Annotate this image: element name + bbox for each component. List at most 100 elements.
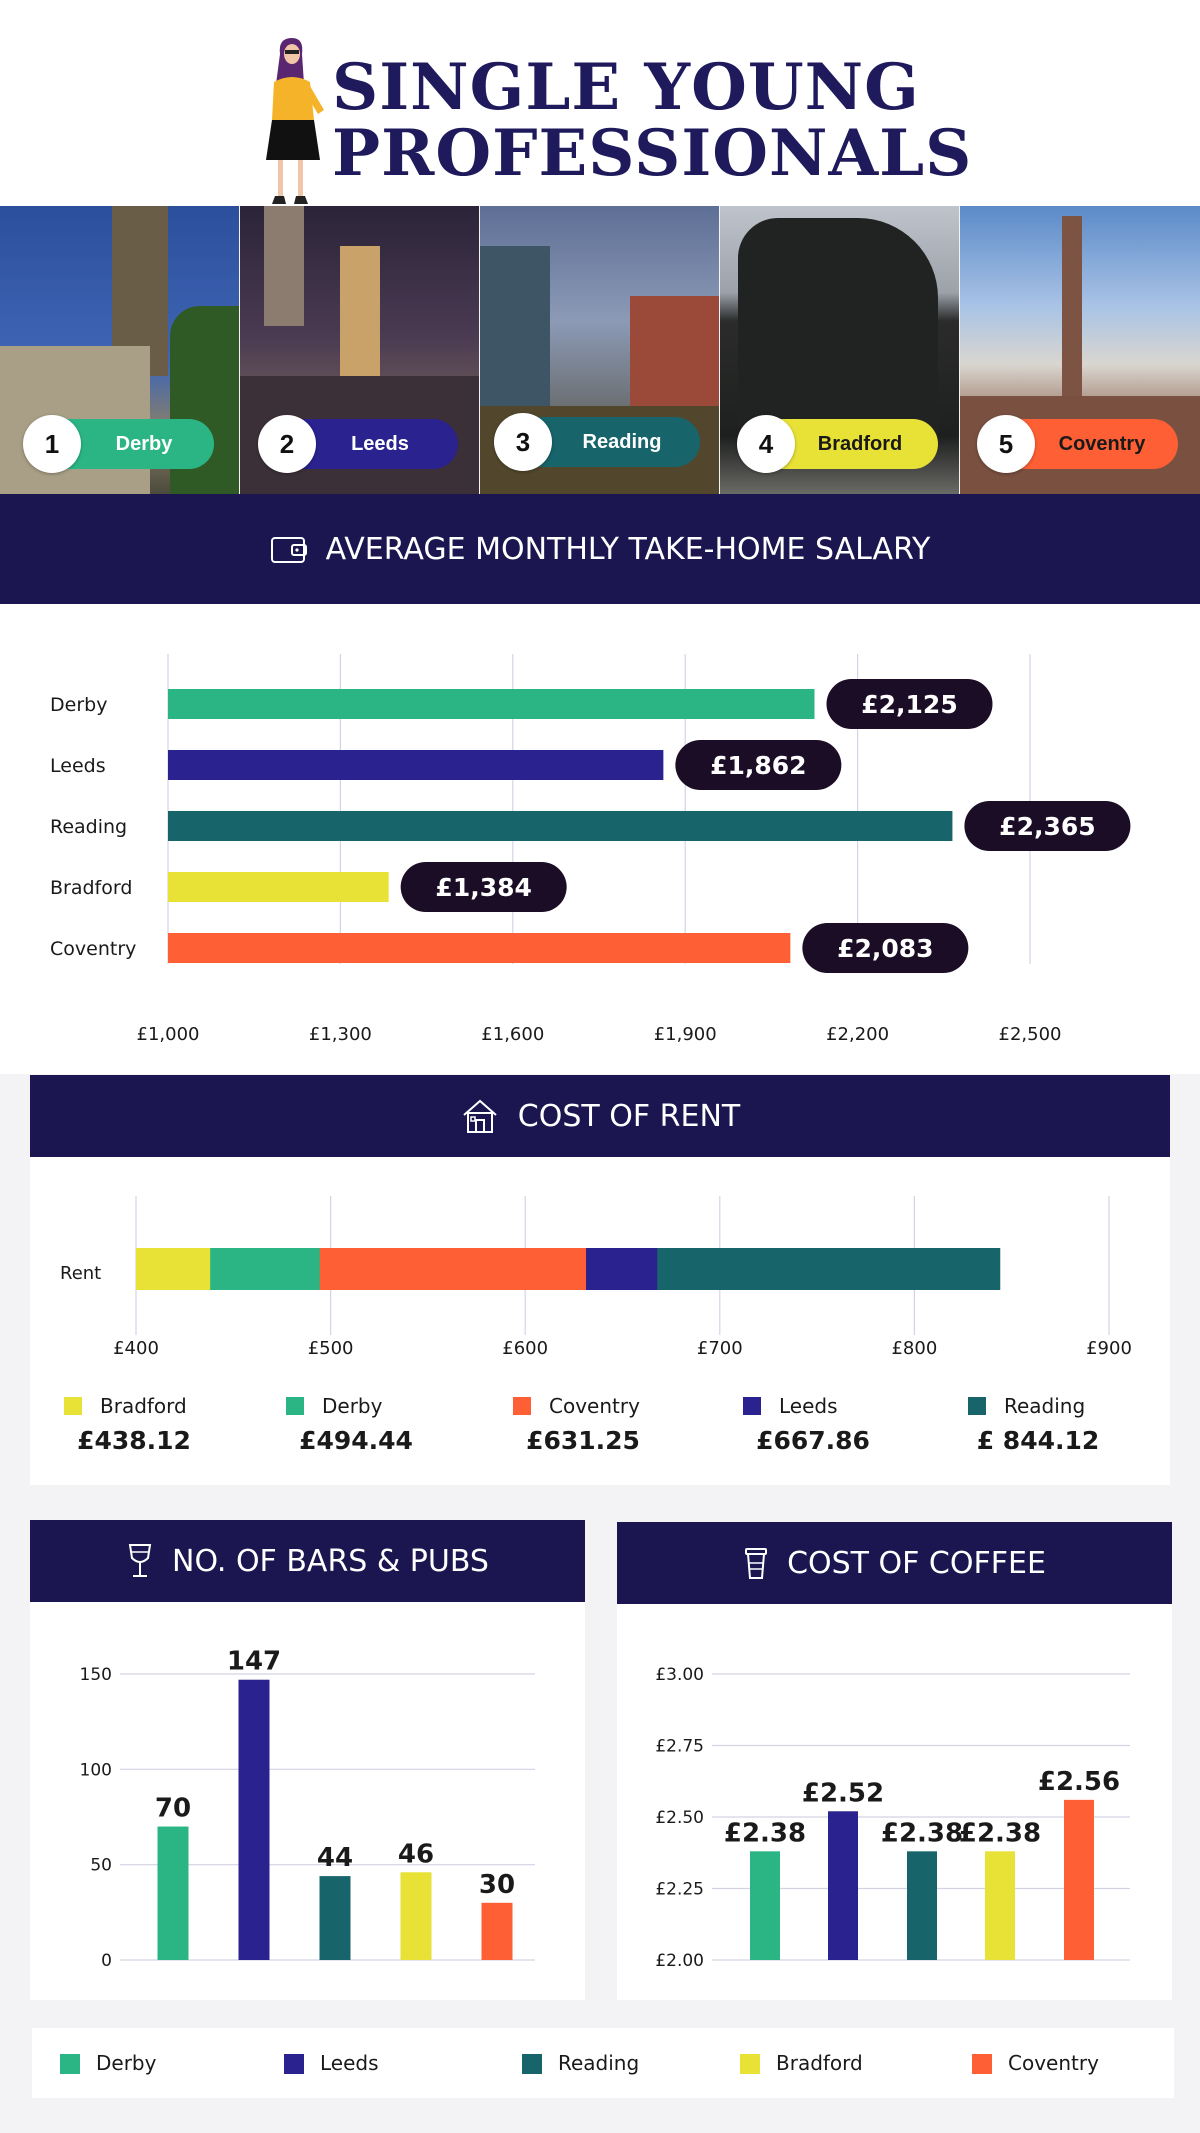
x-tick-label: £800 xyxy=(891,1338,937,1359)
y-tick-label: 100 xyxy=(80,1760,112,1780)
title-line-2: PROFESSIONALS xyxy=(332,116,973,191)
rent-section-title: COST OF RENT xyxy=(517,1098,741,1134)
legend-value: £494.44 xyxy=(299,1426,413,1455)
legend-swatch xyxy=(972,2054,992,2074)
category-label: Coventry xyxy=(50,938,136,960)
hero-header: SINGLE YOUNG PROFESSIONALS xyxy=(0,0,1200,206)
value-label: £2,083 xyxy=(837,934,933,963)
data-label: £2.52 xyxy=(802,1778,884,1808)
data-label: £2.56 xyxy=(1038,1767,1120,1797)
city-name: Derby xyxy=(115,432,173,455)
rank-badge: 5 xyxy=(977,415,1035,473)
rank-badge: 3 xyxy=(494,413,552,471)
legend-value: £438.12 xyxy=(77,1426,191,1455)
title-line-1: SINGLE YOUNG xyxy=(332,50,920,125)
y-tick-label: £2.50 xyxy=(655,1808,704,1828)
bars-section-title: NO. OF BARS & PUBS xyxy=(172,1543,489,1579)
wine-glass-icon xyxy=(128,1544,152,1577)
x-tick-label: £2,500 xyxy=(999,1024,1062,1045)
legend-label: Coventry xyxy=(1008,2051,1099,2075)
data-label: 46 xyxy=(398,1839,434,1869)
data-label: 30 xyxy=(479,1870,515,1900)
legend-label: Leeds xyxy=(320,2051,379,2075)
value-label: £2,125 xyxy=(861,690,957,719)
bar-bradford xyxy=(400,1872,432,1960)
data-label: 70 xyxy=(155,1794,191,1824)
x-tick-label: £2,200 xyxy=(826,1024,889,1045)
data-label: £2.38 xyxy=(881,1818,963,1848)
legend-swatch xyxy=(64,1397,82,1415)
bars-section-header: NO. OF BARS & PUBS xyxy=(30,1520,585,1602)
value-label: £1,862 xyxy=(710,751,806,780)
bar-coventry xyxy=(481,1902,513,1960)
value-label-bg xyxy=(675,740,842,790)
x-tick-label: £1,600 xyxy=(481,1024,544,1045)
rent-chart-card: £400 £500 £600 £700 £800 £900 Rent Bradford £438… xyxy=(30,1157,1170,1485)
salary-section-header: AVERAGE MONTHLY TAKE-HOME SALARY xyxy=(0,494,1200,604)
bar-bradford xyxy=(168,872,389,902)
city-name: Bradford xyxy=(817,432,903,455)
legend-value: £631.25 xyxy=(526,1426,640,1455)
rank-badge: 4 xyxy=(737,415,795,473)
city-name: Coventry xyxy=(1058,432,1146,455)
y-tick-label: £2.00 xyxy=(655,1951,704,1971)
bar-coventry xyxy=(1064,1799,1094,1960)
value-label-bg xyxy=(964,801,1131,851)
category-label: Bradford xyxy=(50,877,132,899)
x-tick-label: £900 xyxy=(1086,1338,1132,1359)
bar-derby xyxy=(157,1826,189,1960)
legend-value: £667.86 xyxy=(756,1426,870,1455)
city-name: Reading xyxy=(582,430,662,453)
value-label-bg xyxy=(826,679,993,729)
data-label: £2.38 xyxy=(724,1818,806,1848)
legend-name: Coventry xyxy=(549,1394,640,1418)
data-label: 44 xyxy=(317,1843,353,1873)
legend-swatch xyxy=(286,1397,304,1415)
legend-label: Derby xyxy=(96,2051,157,2075)
bars-chart-card: 0 50 100 150 70 147 44 46 30 xyxy=(30,1602,585,2000)
data-label: £2.38 xyxy=(959,1818,1041,1848)
rank-badge: 2 xyxy=(258,415,316,473)
x-tick-label: £1,300 xyxy=(309,1024,372,1045)
legend-value: £ 844.12 xyxy=(977,1426,1100,1455)
category-label: Reading xyxy=(50,816,127,838)
y-tick-label: £2.75 xyxy=(655,1737,704,1757)
salary-section-title: AVERAGE MONTHLY TAKE-HOME SALARY xyxy=(325,531,931,567)
bar-reading xyxy=(907,1851,937,1960)
bar-leeds xyxy=(168,750,664,780)
wallet-icon xyxy=(270,537,307,563)
page-title: SINGLE YOUNG PROFESSIONALS xyxy=(332,55,972,187)
legend-swatch xyxy=(60,2054,80,2074)
bars-pubs-chart: 0 50 100 150 70 147 44 46 30 xyxy=(80,1647,535,1971)
city-legend: Derby Leeds Reading Bradford Coventry xyxy=(32,2028,1174,2098)
y-tick-label: 50 xyxy=(90,1856,112,1876)
legend-name: Bradford xyxy=(100,1394,187,1418)
y-tick-label: £2.25 xyxy=(655,1880,704,1900)
legend-name: Reading xyxy=(1004,1394,1085,1418)
x-tick-label: £1,900 xyxy=(654,1024,717,1045)
legend-swatch xyxy=(284,2054,304,2074)
bar-leeds xyxy=(238,1679,270,1960)
value-label-bg xyxy=(802,923,969,973)
category-label: Rent xyxy=(60,1263,101,1284)
legend-swatch xyxy=(743,1397,761,1415)
legend-swatch xyxy=(740,2054,760,2074)
salary-chart: £1,000 £1,300 £1,600 £1,900 £2,200 £2,500 Derb… xyxy=(50,654,1131,1045)
legend-label: Reading xyxy=(558,2051,640,2075)
value-label: £2,365 xyxy=(999,812,1095,841)
bar-coventry xyxy=(168,933,791,963)
data-label: 147 xyxy=(227,1647,281,1677)
rent-section-header: COST OF RENT xyxy=(30,1075,1170,1157)
bar-derby xyxy=(168,689,815,719)
x-tick-label: £600 xyxy=(502,1338,548,1359)
y-tick-label: £3.00 xyxy=(655,1665,704,1685)
rent-chart: £400 £500 £600 £700 £800 £900 Rent Bradford £438… xyxy=(60,1196,1132,1455)
x-tick-label: £1,000 xyxy=(137,1024,200,1045)
coffee-section-title: COST OF COFFEE xyxy=(787,1545,1046,1581)
legend-swatch xyxy=(522,2054,542,2074)
y-tick-label: 150 xyxy=(80,1665,112,1685)
legend-name: Derby xyxy=(322,1394,383,1418)
y-tick-label: 0 xyxy=(101,1951,112,1971)
legend-name: Leeds xyxy=(779,1394,838,1418)
x-tick-label: £700 xyxy=(697,1338,743,1359)
